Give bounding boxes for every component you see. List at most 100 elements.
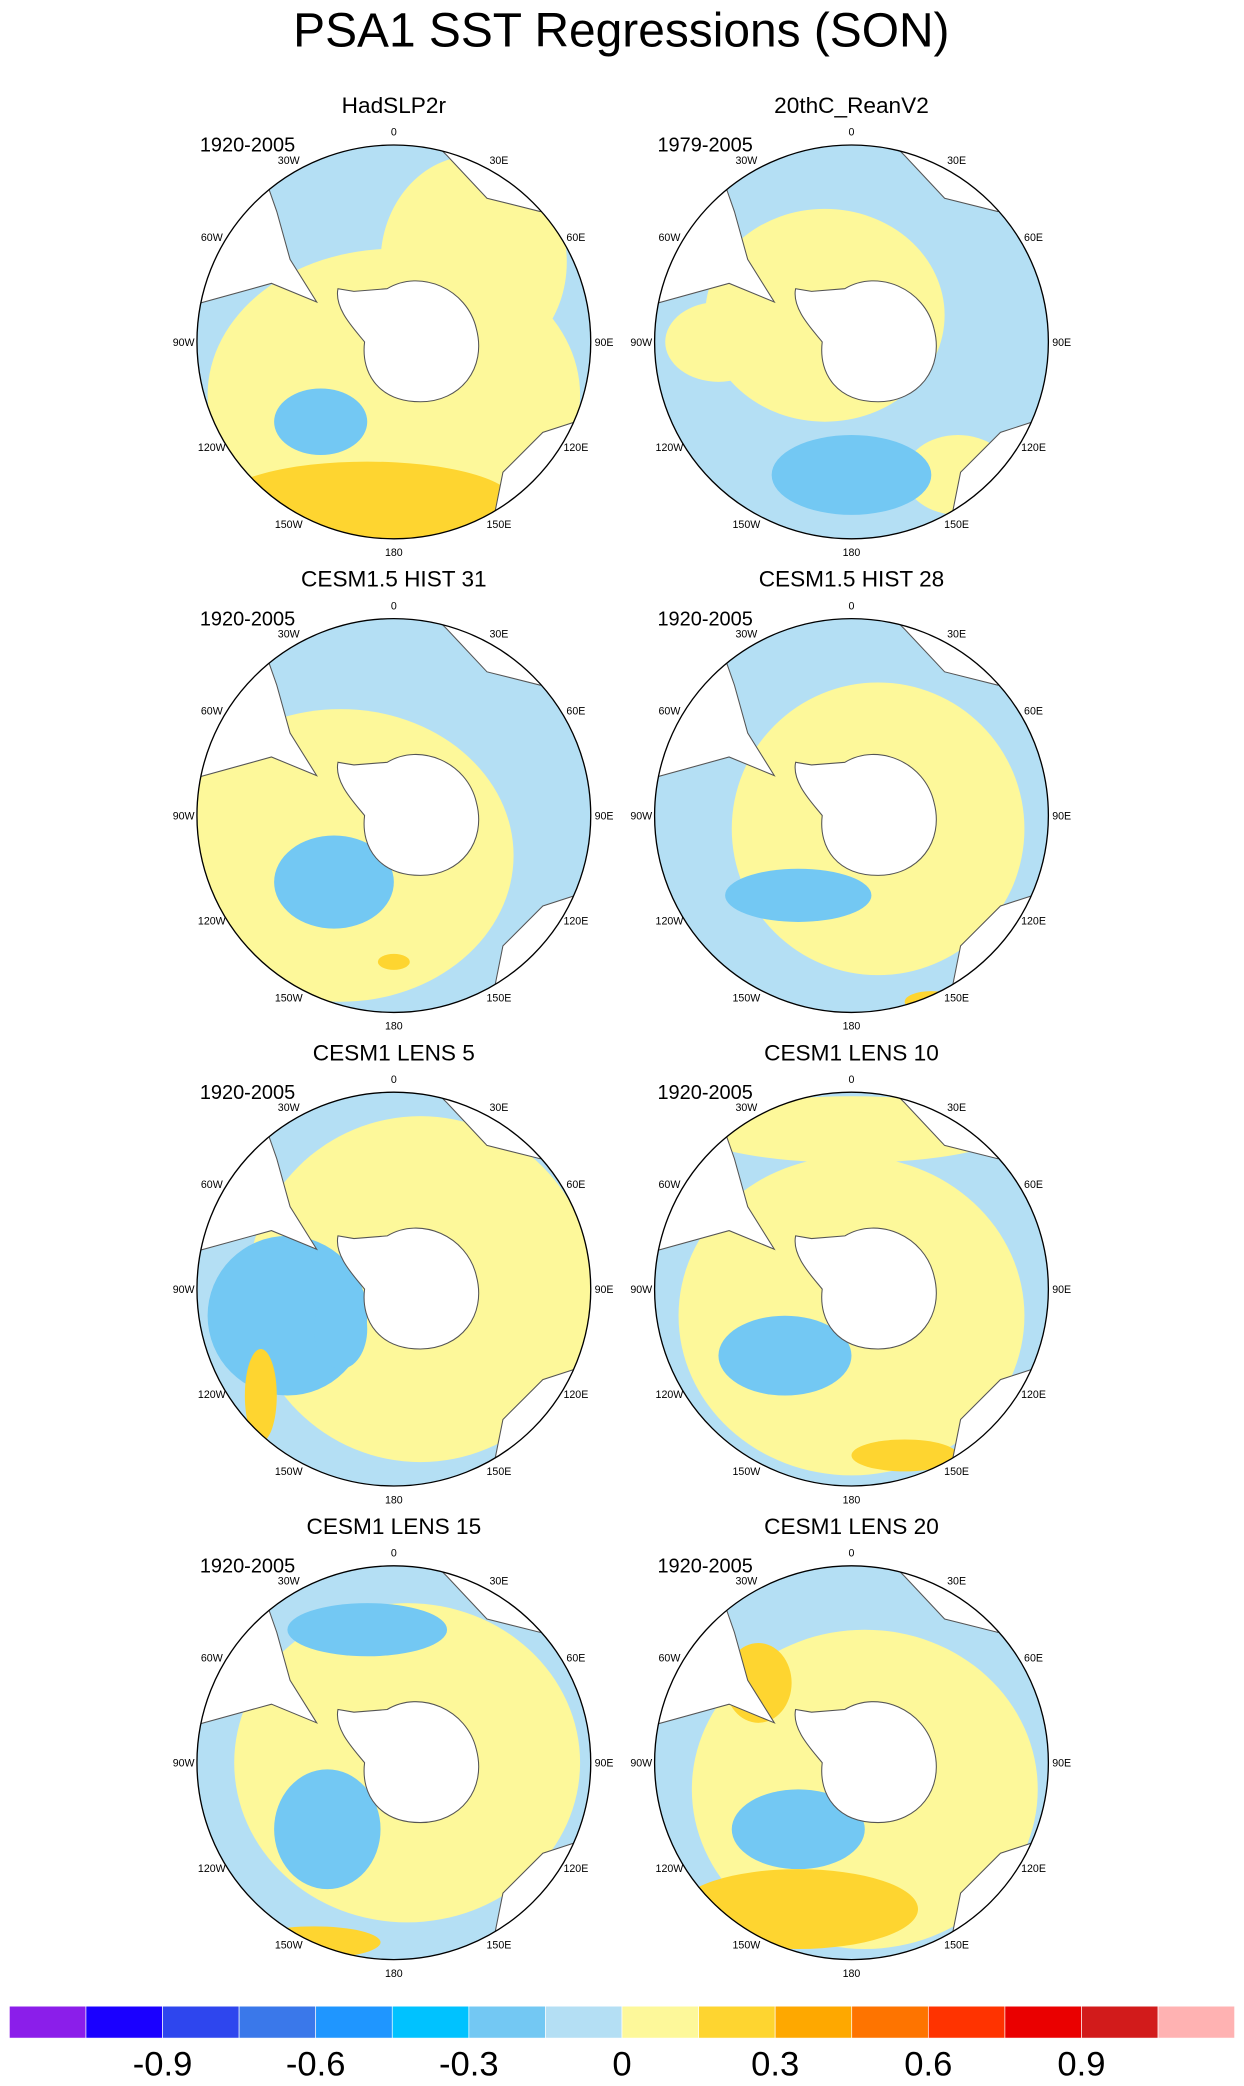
longitude-label: 180 — [843, 547, 861, 559]
colorbar-box — [1081, 2005, 1159, 2039]
longitude-label: 180 — [843, 1968, 861, 1980]
longitude-label: 150W — [733, 1466, 761, 1478]
panel-period: 1920-2005 — [657, 1082, 752, 1104]
longitude-label: 150E — [944, 993, 969, 1005]
colorbar-box — [621, 2005, 699, 2039]
longitude-label: 120E — [1021, 442, 1046, 454]
negative-area — [287, 1603, 448, 1657]
longitude-label: 60W — [659, 1179, 681, 1191]
longitude-label: 60W — [201, 232, 223, 244]
negative-area — [731, 1789, 865, 1870]
colorbar-label: -0.9 — [133, 2045, 193, 2083]
map-border — [653, 1565, 1050, 1961]
panel-period: 1920-2005 — [657, 1555, 752, 1577]
negative-area — [274, 388, 368, 455]
longitude-label: 120E — [563, 1863, 588, 1875]
longitude-label: 150E — [944, 1466, 969, 1478]
longitude-label: 30E — [947, 1576, 966, 1588]
colorbar-box — [698, 2005, 776, 2039]
map — [654, 1565, 1049, 1960]
map — [654, 145, 1049, 539]
panel-period: 1979-2005 — [657, 135, 752, 157]
longitude-label: 150W — [733, 1940, 761, 1952]
panel-period: 1920-2005 — [200, 1555, 295, 1577]
panel-title: CESM1 LENS 20 — [764, 1514, 939, 1539]
longitude-label: 180 — [843, 1494, 861, 1506]
longitude-label: 0 — [849, 127, 855, 139]
longitude-label: 60E — [566, 705, 585, 717]
land — [336, 753, 480, 876]
longitude-label: 60W — [201, 1653, 223, 1665]
longitude-label: 60E — [566, 1179, 585, 1191]
longitude-label: 90W — [630, 1758, 652, 1770]
longitude-label: 150E — [487, 1940, 512, 1952]
longitude-label: 30W — [735, 155, 757, 167]
panel-title: CESM1 LENS 10 — [764, 1040, 939, 1065]
longitude-label: 0 — [391, 600, 397, 612]
longitude-label: 120E — [1021, 1389, 1046, 1401]
longitude-label: 60E — [1024, 1179, 1043, 1191]
negative-area — [718, 1315, 852, 1396]
longitude-label: 90E — [595, 1284, 614, 1296]
land — [794, 1227, 937, 1350]
longitude-label: 30E — [489, 155, 508, 167]
panel-period: 1920-2005 — [200, 608, 295, 630]
longitude-label: 120W — [656, 442, 684, 454]
negative-area — [725, 868, 872, 922]
longitude-label: 90E — [1052, 1284, 1071, 1296]
map-border — [196, 617, 592, 1014]
longitude-label: 60W — [659, 705, 681, 717]
longitude-label: 30E — [489, 628, 508, 640]
longitude-label: 90W — [630, 1284, 652, 1296]
longitude-label: 150W — [275, 519, 303, 531]
strong-positive-area — [851, 1439, 958, 1472]
panel-title: CESM1 LENS 5 — [313, 1040, 475, 1065]
colorbar-label: 0.6 — [904, 2045, 952, 2083]
longitude-label: 30W — [735, 1102, 757, 1114]
longitude-label: 30E — [947, 628, 966, 640]
land — [336, 1701, 480, 1824]
map-border — [196, 1091, 592, 1487]
longitude-label: 0 — [391, 1074, 397, 1086]
longitude-label: 120E — [563, 442, 588, 454]
longitude-label: 30W — [278, 628, 300, 640]
colorbar-box — [1157, 2005, 1235, 2039]
panel-title: HadSLP2r — [342, 93, 447, 118]
longitude-label: 60W — [659, 232, 681, 244]
colorbar-label: 0 — [612, 2045, 631, 2083]
longitude-label: 90E — [595, 811, 614, 823]
colorbar-box — [315, 2005, 393, 2039]
positive-area — [665, 301, 772, 382]
longitude-label: 30E — [947, 1102, 966, 1114]
longitude-label: 0 — [391, 127, 397, 139]
longitude-label: 180 — [385, 1968, 403, 1980]
map-border — [196, 144, 592, 540]
panel-period: 1920-2005 — [200, 135, 295, 157]
longitude-label: 60W — [659, 1653, 681, 1665]
longitude-label: 30W — [735, 1576, 757, 1588]
longitude-label: 120E — [1021, 916, 1046, 928]
map — [654, 1092, 1049, 1487]
longitude-label: 0 — [849, 600, 855, 612]
strong-positive-area — [678, 1869, 919, 1949]
colorbar-box — [391, 2005, 470, 2039]
longitude-label: 0 — [391, 1548, 397, 1560]
panel-title: CESM1 LENS 15 — [307, 1514, 482, 1539]
colorbar-box — [468, 2005, 546, 2039]
longitude-label: 90W — [630, 811, 652, 823]
panel-title: CESM1.5 HIST 28 — [759, 567, 945, 592]
longitude-label: 60E — [1024, 705, 1043, 717]
longitude-label: 60E — [566, 1653, 585, 1665]
negative-area — [314, 1289, 368, 1369]
colorbar-box — [927, 2005, 1006, 2039]
longitude-label: 30E — [489, 1102, 508, 1114]
map-border — [653, 1091, 1050, 1487]
map-border — [196, 1565, 592, 1961]
colorbar-box — [851, 2005, 929, 2039]
strong-positive-area — [220, 461, 514, 539]
panel-period: 1920-2005 — [657, 608, 752, 630]
map-border — [653, 144, 1050, 540]
map — [196, 145, 591, 539]
map — [654, 618, 1049, 1013]
longitude-label: 0 — [849, 1074, 855, 1086]
